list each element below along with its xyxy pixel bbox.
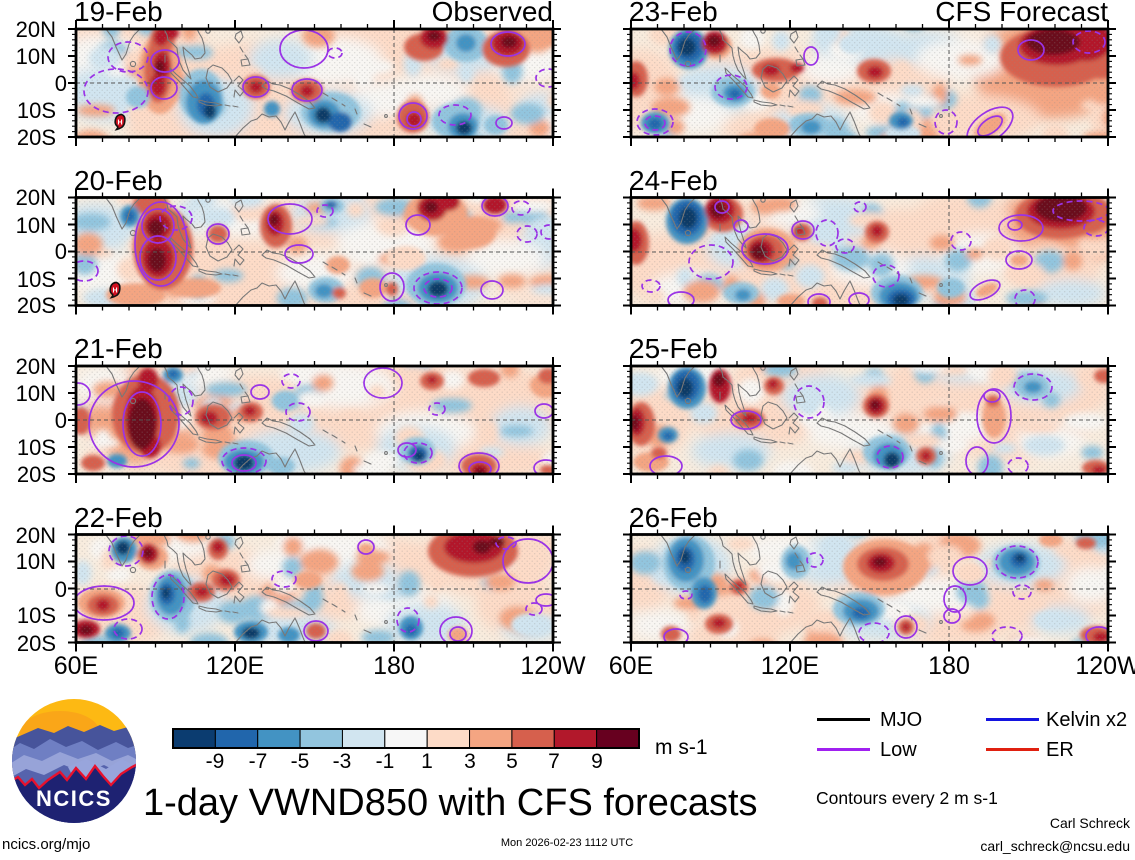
svg-text:H: H [112,287,117,294]
svg-text:NCICS: NCICS [36,786,112,811]
svg-text:H: H [117,120,122,127]
